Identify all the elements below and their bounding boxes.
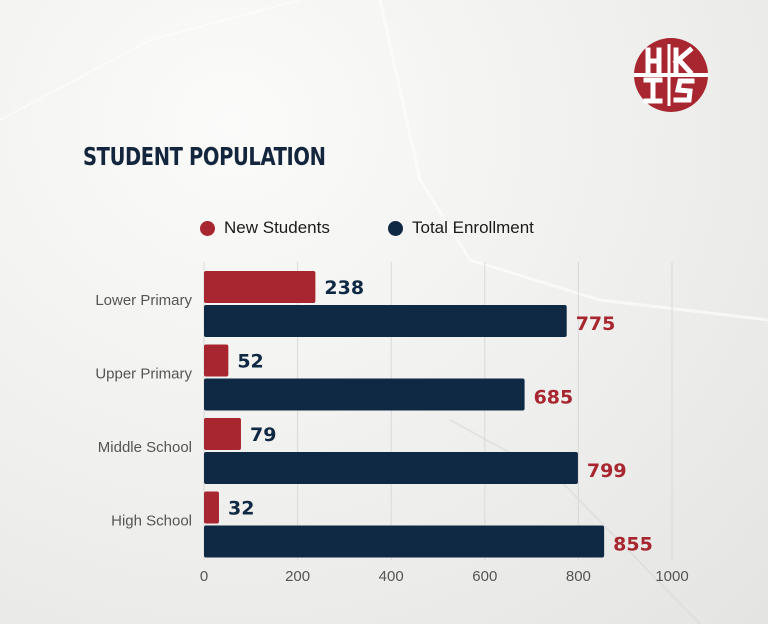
data-label-new-students-upper-primary: 52 (237, 351, 263, 373)
x-tick-label-0: 0 (200, 568, 208, 585)
bar-total-enrollment-high-school (204, 525, 605, 558)
bar-total-enrollment-middle-school (204, 452, 578, 484)
category-label-high-school: High School (111, 513, 192, 530)
legend-swatch-new-students (200, 220, 215, 236)
data-label-total-enrollment-high-school: 855 (613, 534, 653, 556)
bar-new-students-middle-school (204, 418, 241, 450)
x-tick-label-1000: 1000 (655, 568, 688, 585)
category-label-lower-primary: Lower Primary (95, 292, 192, 309)
data-label-total-enrollment-lower-primary: 775 (576, 313, 616, 335)
category-label-upper-primary: Upper Primary (95, 366, 192, 383)
legend-swatch-total-enrollment (388, 220, 403, 236)
data-label-total-enrollment-middle-school: 799 (587, 460, 627, 482)
data-label-new-students-high-school: 32 (228, 498, 254, 520)
category-label-middle-school: Middle School (98, 439, 192, 456)
data-label-total-enrollment-upper-primary: 685 (534, 387, 574, 409)
x-tick-label-600: 600 (472, 568, 497, 585)
x-tick-label-800: 800 (566, 568, 591, 585)
bar-new-students-lower-primary (204, 271, 316, 303)
bar-new-students-high-school (204, 491, 219, 524)
bar-total-enrollment-upper-primary (204, 378, 525, 411)
chart-title: STUDENT POPULATION (83, 142, 326, 171)
x-tick-label-200: 200 (285, 568, 310, 585)
legend-label-new-students: New Students (224, 218, 330, 237)
legend-item-total-enrollment: Total Enrollment (388, 218, 534, 238)
legend-item-new-students: New Students (200, 218, 330, 238)
data-label-new-students-lower-primary: 238 (324, 277, 364, 299)
x-tick-label-400: 400 (379, 568, 404, 585)
chart-legend: New Students Total Enrollment (0, 218, 768, 244)
data-label-new-students-middle-school: 79 (250, 424, 276, 446)
bar-new-students-upper-primary (204, 344, 229, 377)
bar-total-enrollment-lower-primary (204, 305, 567, 337)
hkis-logo (634, 38, 708, 112)
legend-label-total-enrollment: Total Enrollment (412, 218, 534, 237)
